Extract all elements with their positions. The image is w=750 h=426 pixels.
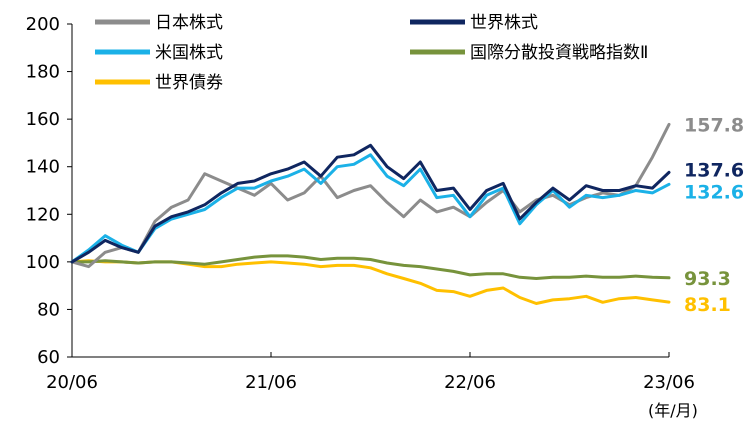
y-tick-label: 120	[26, 204, 60, 225]
x-axis: 20/06 21/06 22/06 23/06	[46, 352, 695, 393]
y-axis: 60 80 100 120 140 160 180 200	[26, 14, 73, 368]
x-unit-label: (年/月)	[648, 401, 698, 420]
legend-label: 日本株式	[155, 13, 223, 33]
y-tick-label: 140	[26, 157, 60, 178]
end-value-label: 83.1	[684, 294, 731, 316]
series-line	[70, 122, 671, 269]
legend-label: 国際分散投資戦略指数Ⅱ	[470, 43, 648, 63]
legend-label: 米国株式	[155, 43, 223, 63]
series-line	[70, 143, 671, 264]
x-tick-label: 23/06	[643, 372, 695, 393]
y-tick-label: 80	[37, 299, 60, 320]
end-value-label: 132.6	[684, 181, 744, 203]
series-lines	[70, 122, 671, 305]
series-line	[70, 259, 671, 305]
legend-label: 世界株式	[470, 13, 538, 33]
end-value-label: 137.6	[684, 159, 744, 181]
legend-label: 世界債券	[155, 73, 223, 93]
end-value-label: 157.8	[684, 114, 744, 136]
x-tick-label: 22/06	[444, 372, 496, 393]
y-tick-label: 180	[26, 62, 60, 83]
y-tick-label: 60	[37, 347, 60, 368]
y-tick-label: 100	[26, 252, 60, 273]
x-tick-label: 20/06	[46, 372, 98, 393]
x-tick-label: 21/06	[245, 372, 297, 393]
end-value-label: 93.3	[684, 268, 731, 290]
y-tick-label: 200	[26, 14, 60, 35]
y-tick-label: 160	[26, 109, 60, 130]
series-line	[70, 153, 671, 264]
series-line	[70, 254, 671, 280]
